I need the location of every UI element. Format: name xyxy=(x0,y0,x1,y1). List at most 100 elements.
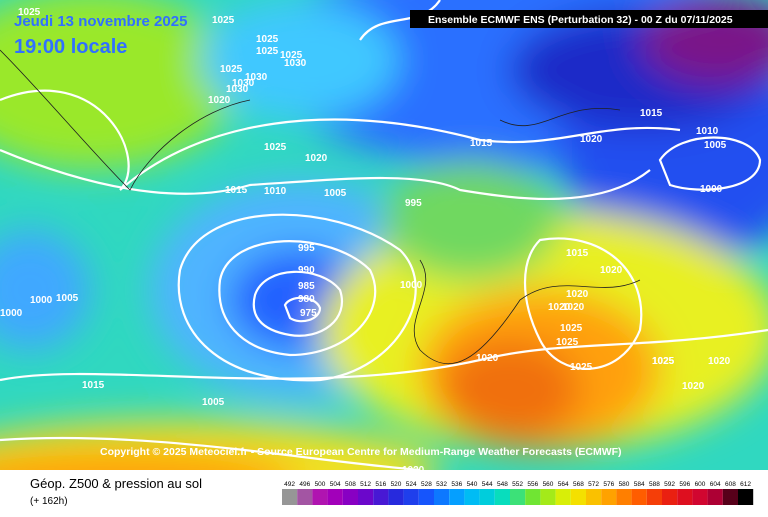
isobar-label: 1025 xyxy=(18,7,41,18)
scale-label: 500 xyxy=(315,481,326,488)
isobar-label: 1020 xyxy=(682,381,705,392)
isobar-label: 1020 xyxy=(580,134,603,145)
isobar-label: 1005 xyxy=(56,293,79,304)
copyright: Copyright © 2025 Meteociel.fr - Source E… xyxy=(100,446,622,458)
isobar-label: 1030 xyxy=(226,84,249,95)
isobar-label: 1020 xyxy=(708,356,731,367)
isobar-label: 975 xyxy=(300,308,317,319)
isobar-label: 1015 xyxy=(225,185,248,196)
isobar-label: 1005 xyxy=(324,188,347,199)
scale-label: 504 xyxy=(330,481,341,488)
scale-label: 604 xyxy=(710,481,721,488)
scale-swatch xyxy=(510,489,526,505)
isobar-label: 1030 xyxy=(284,58,307,69)
scale-swatch xyxy=(464,489,480,505)
isobar-label: 1020 xyxy=(476,353,499,364)
scale-label: 576 xyxy=(603,481,614,488)
scale-swatch xyxy=(677,489,693,505)
scale-label: 508 xyxy=(345,481,356,488)
isobar-label: 990 xyxy=(298,265,315,276)
scale-label: 532 xyxy=(436,481,447,488)
scale-swatch xyxy=(631,489,647,505)
scale-swatch xyxy=(555,489,571,505)
scale-swatch xyxy=(616,489,632,505)
isobar-label: 1010 xyxy=(696,126,719,137)
scale-swatch xyxy=(434,489,450,505)
scale-swatch xyxy=(646,489,662,505)
scale-swatch xyxy=(342,489,358,505)
scale-label: 564 xyxy=(558,481,569,488)
scale-label: 512 xyxy=(360,481,371,488)
isobar-label: 1015 xyxy=(470,138,493,149)
scale-swatch xyxy=(282,489,298,505)
footer-lead: (+ 162h) xyxy=(30,496,68,507)
scale-label: 496 xyxy=(299,481,310,488)
color-scale: 492 496 500 504 508 512 516 520 524 528 532 536 540 5… xyxy=(282,481,754,505)
scale-label: 600 xyxy=(695,481,706,488)
isobar-label: 1000 xyxy=(30,295,53,306)
isobar-label: 1020 xyxy=(548,302,571,313)
scale-label: 596 xyxy=(679,481,690,488)
scale-swatch xyxy=(479,489,495,505)
scale-swatch xyxy=(388,489,404,505)
scale-label: 492 xyxy=(284,481,295,488)
isobar-label: 1020 xyxy=(208,95,231,106)
isobar-label: 1020 xyxy=(402,465,425,476)
isobar-label: 1015 xyxy=(82,380,105,391)
isobar-label: 1030 xyxy=(245,72,268,83)
scale-swatch xyxy=(327,489,343,505)
isobar-label: 1025 xyxy=(560,323,583,334)
scale-label: 524 xyxy=(406,481,417,488)
scale-label: 572 xyxy=(588,481,599,488)
scale-label: 568 xyxy=(573,481,584,488)
scale-swatch xyxy=(722,489,738,505)
isobar-label: 1025 xyxy=(556,337,579,348)
scale-swatch xyxy=(570,489,586,505)
isobar-label: 1025 xyxy=(280,50,303,61)
scale-swatch xyxy=(449,489,465,505)
isobar-label: 1010 xyxy=(264,186,287,197)
isobar-label: 995 xyxy=(405,198,422,209)
isobar-label: 1020 xyxy=(305,153,328,164)
scale-label: 588 xyxy=(649,481,660,488)
isobar-label: 1025 xyxy=(570,362,593,373)
date: Jeudi 13 novembre 2025 xyxy=(14,13,187,30)
scale-label: 536 xyxy=(451,481,462,488)
scale-swatch xyxy=(601,489,617,505)
scale-swatch xyxy=(403,489,419,505)
scale-swatch xyxy=(312,489,328,505)
isobar-label: 1000 xyxy=(0,308,23,319)
scale-label: 592 xyxy=(664,481,675,488)
run-info: Ensemble ECMWF ENS (Perturbation 32) - 0… xyxy=(428,14,733,26)
scale-label: 612 xyxy=(740,481,751,488)
scale-swatch xyxy=(738,489,754,505)
time: 19:00 locale xyxy=(14,36,127,58)
scale-label: 528 xyxy=(421,481,432,488)
isobar-label: 1005 xyxy=(202,397,225,408)
isobar-label: 1000 xyxy=(400,280,423,291)
isobar-label: 995 xyxy=(298,243,315,254)
scale-label: 608 xyxy=(725,481,736,488)
scale-swatch xyxy=(358,489,374,505)
scale-label: 552 xyxy=(512,481,523,488)
isobar-label: 1020 xyxy=(600,265,623,276)
isobar-label: 1030 xyxy=(232,78,255,89)
isobar-label: 1025 xyxy=(652,356,675,367)
isobar-label: 1015 xyxy=(640,108,663,119)
isobar-label: 1020 xyxy=(562,302,585,313)
isobar-label: 1025 xyxy=(212,15,235,26)
scale-swatch xyxy=(707,489,723,505)
scale-label: 556 xyxy=(527,481,538,488)
isobar-label: 980 xyxy=(298,294,315,305)
scale-swatch xyxy=(494,489,510,505)
isobar-label: 1025 xyxy=(264,142,287,153)
scale-swatch xyxy=(297,489,313,505)
isobar-label: 1005 xyxy=(704,140,727,151)
scale-swatch xyxy=(662,489,678,505)
scale-label: 584 xyxy=(634,481,645,488)
footer-title: Géop. Z500 & pression au sol xyxy=(30,476,202,491)
isobar-label: 1020 xyxy=(566,289,589,300)
